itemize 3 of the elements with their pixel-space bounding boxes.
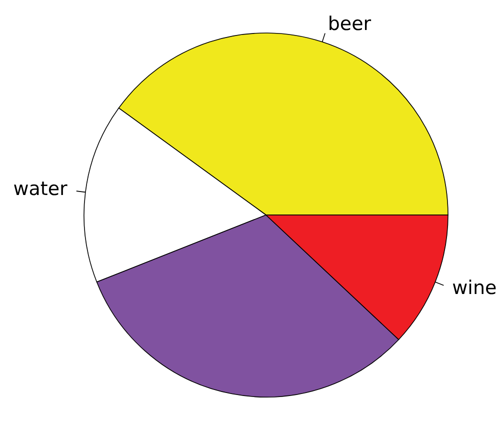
slice-label: water (13, 178, 68, 200)
slice-label: beer (328, 12, 372, 35)
slice-label: wine (452, 276, 497, 299)
